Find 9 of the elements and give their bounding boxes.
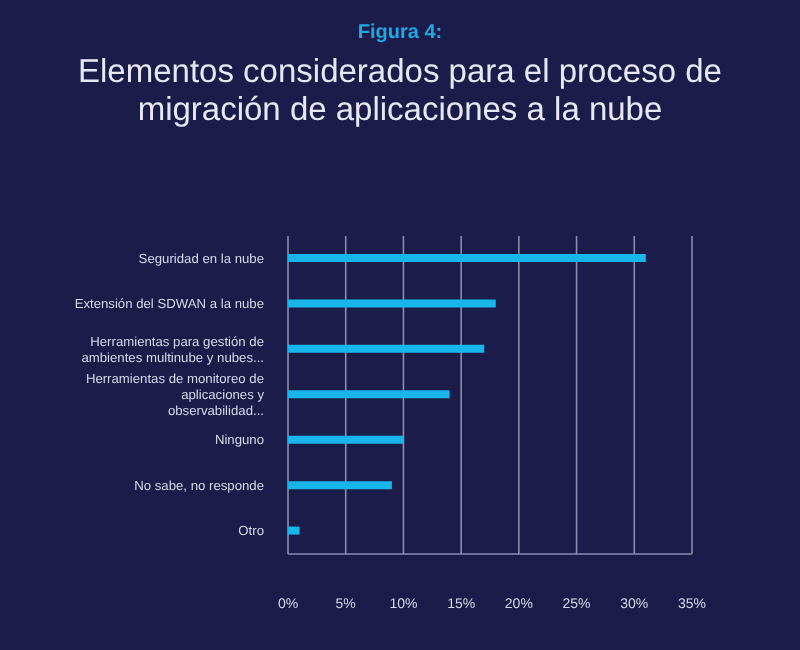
bar	[288, 390, 450, 399]
bar	[288, 299, 496, 308]
bar	[288, 481, 392, 490]
chart-title: Elementos considerados para el proceso de migración de aplicaciones a la nube	[76, 54, 724, 130]
chart-subtitle: Figura 4:	[355, 22, 445, 44]
bar	[288, 526, 300, 535]
bar	[288, 344, 485, 353]
bar	[288, 254, 646, 262]
bar	[288, 435, 404, 444]
